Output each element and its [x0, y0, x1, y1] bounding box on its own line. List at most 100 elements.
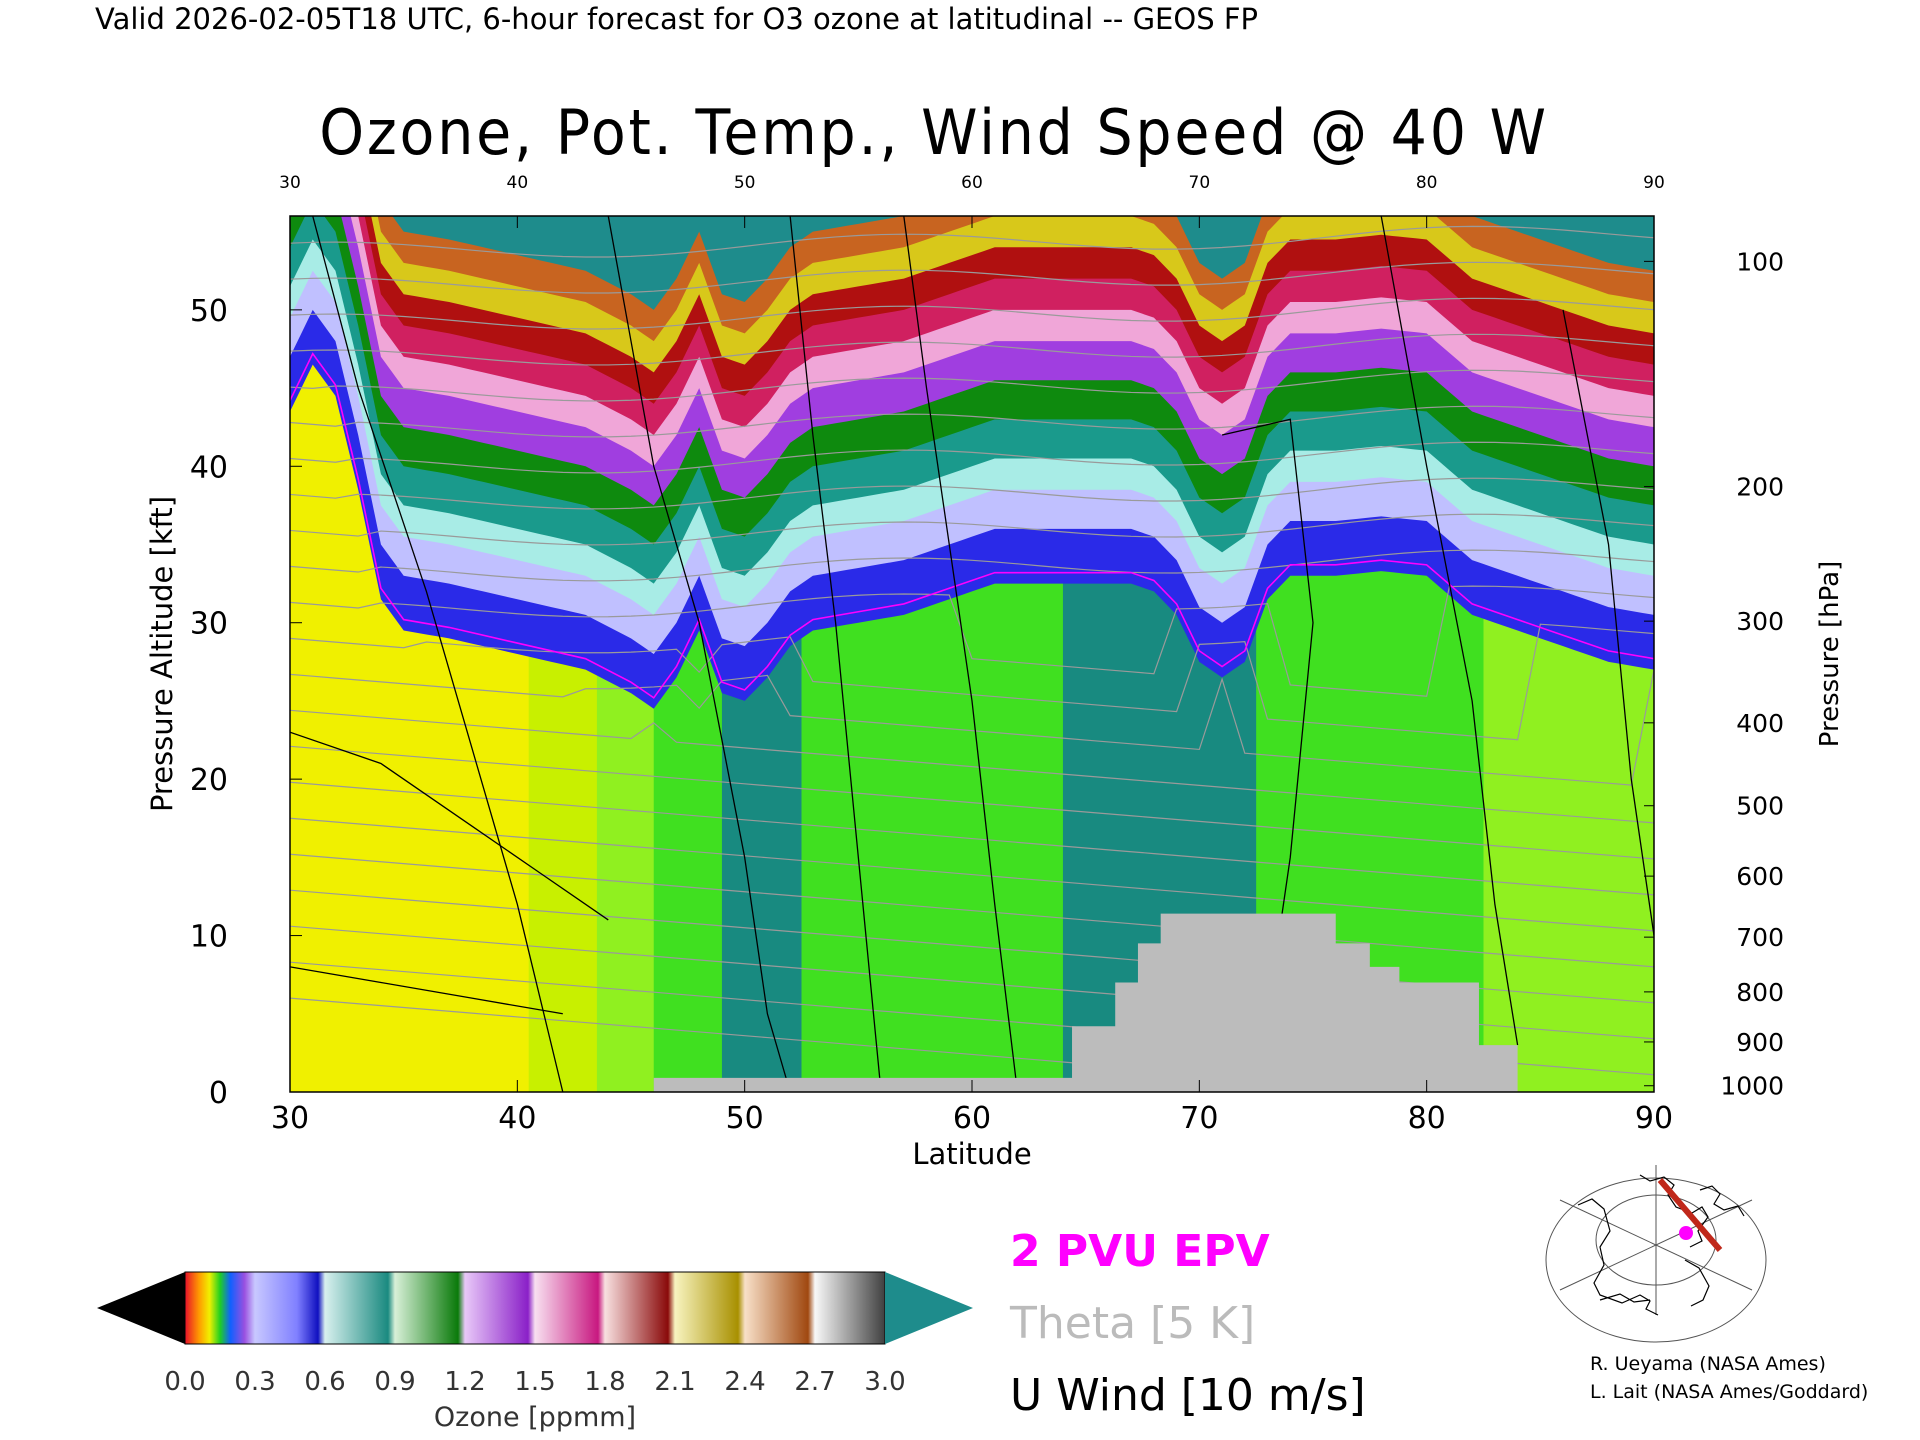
chart-title: Ozone, Pot. Temp., Wind Speed @ 40 W: [319, 96, 1549, 169]
theta-isentrope: [290, 709, 1654, 824]
u-wind-contour: [290, 966, 563, 1015]
y-tick-label-right: 900: [1736, 1028, 1784, 1057]
lower-ozone-cell: [778, 216, 791, 1092]
lower-ozone-cell: [1062, 216, 1075, 1092]
x-tick-label: 40: [498, 1101, 536, 1136]
lower-ozone-cell: [1449, 216, 1462, 1092]
lower-ozone-cell: [358, 216, 371, 1092]
x-tick-label: 80: [1408, 1101, 1446, 1136]
lower-ozone-cell: [1131, 216, 1144, 1092]
lower-ozone-cell: [881, 216, 894, 1092]
lower-ozone-cell: [415, 216, 427, 1092]
lower-ozone-cell: [312, 216, 325, 1092]
colorbar-tick-label: 2.4: [724, 1367, 765, 1397]
y-axis-label-left: Pressure Altitude [kft]: [145, 496, 179, 812]
y-tick-label-right: 1000: [1720, 1072, 1784, 1101]
lower-ozone-cell: [1494, 216, 1507, 1092]
lower-ozone-cell: [290, 216, 302, 1092]
lower-ozone-cell: [812, 216, 825, 1092]
lower-ozone-cell: [972, 216, 984, 1092]
theta-isentrope: [290, 549, 1654, 582]
lower-ozone-cell: [1267, 216, 1280, 1092]
lower-ozone-cell: [1006, 216, 1019, 1092]
lower-ozone-cell: [1415, 216, 1428, 1092]
lower-ozone-cell: [335, 216, 348, 1092]
lower-ozone-cell: [1506, 216, 1519, 1092]
lower-ozone-cell: [949, 216, 962, 1092]
theta-isentrope: [290, 781, 1654, 896]
lower-ozone-cell: [494, 216, 507, 1092]
lower-ozone-cell: [1438, 216, 1450, 1092]
theta-isentrope: [290, 997, 1434, 1092]
lower-ozone-cell: [403, 216, 416, 1092]
y-tick-label-right: 100: [1736, 247, 1784, 276]
lower-ozone-cell: [1392, 216, 1405, 1092]
map-meridian: [1559, 1199, 1753, 1291]
theta-isentrope: [290, 297, 1654, 330]
colorbar-tick-label: 0.3: [234, 1367, 275, 1397]
map-location-marker: [1679, 1226, 1693, 1240]
y-tick-label-left: 40: [190, 450, 228, 485]
lower-ozone-cell: [380, 216, 393, 1092]
lower-ozone-cell: [1347, 216, 1360, 1092]
x-tick-label: 90: [1635, 1101, 1673, 1136]
lower-ozone-cell: [1301, 216, 1314, 1092]
x-tick-label-top: 80: [1416, 173, 1438, 193]
lower-ozone-cell: [687, 216, 700, 1092]
lower-ozone-cell: [437, 216, 450, 1092]
lower-ozone-cell: [460, 216, 473, 1092]
lower-ozone-cell: [301, 216, 314, 1092]
colorbar-tick-label: 1.2: [444, 1367, 485, 1397]
y-tick-label-right: 200: [1736, 473, 1784, 502]
lower-ozone-cell: [449, 216, 462, 1092]
lower-ozone-cell: [1517, 216, 1530, 1092]
x-tick-label-top: 90: [1643, 173, 1665, 193]
x-tick-label-top: 40: [507, 173, 529, 193]
lower-ozone-cell: [1563, 216, 1576, 1092]
u-wind-contour: [1380, 216, 1519, 1046]
lower-ozone-cell: [903, 216, 916, 1092]
credit-line-2: L. Lait (NASA Ames/Goddard): [1590, 1381, 1869, 1403]
lower-ozone-cell: [937, 216, 950, 1092]
plot-area: [290, 216, 1654, 1092]
lower-ozone-cell: [369, 216, 382, 1092]
lower-ozone-cell: [892, 216, 905, 1092]
lower-ozone-cell: [505, 216, 518, 1092]
lower-ozone-cell: [1335, 216, 1348, 1092]
lower-ozone-cell: [1540, 216, 1553, 1092]
y-tick-label-right: 400: [1736, 709, 1784, 738]
theta-isentrope: [290, 333, 1654, 366]
theta-isentrope: [290, 745, 1654, 860]
lower-ozone-cell: [1381, 216, 1394, 1092]
axes: 3030404050506060707080809090010203040501…: [190, 173, 1784, 1136]
theta-isentrope: [290, 623, 1654, 741]
u-wind-contour: [1562, 309, 1654, 936]
credit-line-1: R. Ueyama (NASA Ames): [1590, 1353, 1826, 1375]
legend-epv-label: 2 PVU EPV: [1010, 1226, 1270, 1277]
y-axis-label-right: Pressure [hPa]: [1815, 561, 1845, 748]
colorbar-tick-label: 1.8: [584, 1367, 625, 1397]
theta-isentrope: [290, 817, 1654, 932]
lower-ozone-cell: [915, 216, 928, 1092]
lower-ozone-cell: [790, 216, 803, 1092]
y-tick-label-right: 500: [1736, 792, 1784, 821]
colorbar-tick-label: 0.9: [374, 1367, 415, 1397]
lower-ozone-cell: [1017, 216, 1030, 1092]
lower-ozone-cell: [1187, 216, 1200, 1092]
y-tick-label-left: 0: [209, 1076, 228, 1111]
x-tick-label-top: 60: [961, 173, 983, 193]
x-tick-label-top: 30: [279, 173, 301, 193]
lower-ozone-cell: [1119, 216, 1132, 1092]
lower-ozone-cell: [471, 216, 484, 1092]
lower-ozone-cell: [1051, 216, 1064, 1092]
lower-ozone-cell: [1358, 216, 1371, 1092]
x-tick-label: 50: [726, 1101, 764, 1136]
map-transect-track: [1657, 1178, 1723, 1252]
x-tick-label-top: 50: [734, 173, 756, 193]
legend-epv: 2 PVU EPV: [1010, 1226, 1270, 1277]
lower-ozone-cell: [1074, 216, 1087, 1092]
colorbar-label: Ozone [ppmm]: [434, 1402, 636, 1433]
lower-ozone-cell: [1028, 216, 1041, 1092]
x-axis-label: Latitude: [912, 1137, 1031, 1171]
lower-ozone-cell: [1278, 216, 1291, 1092]
